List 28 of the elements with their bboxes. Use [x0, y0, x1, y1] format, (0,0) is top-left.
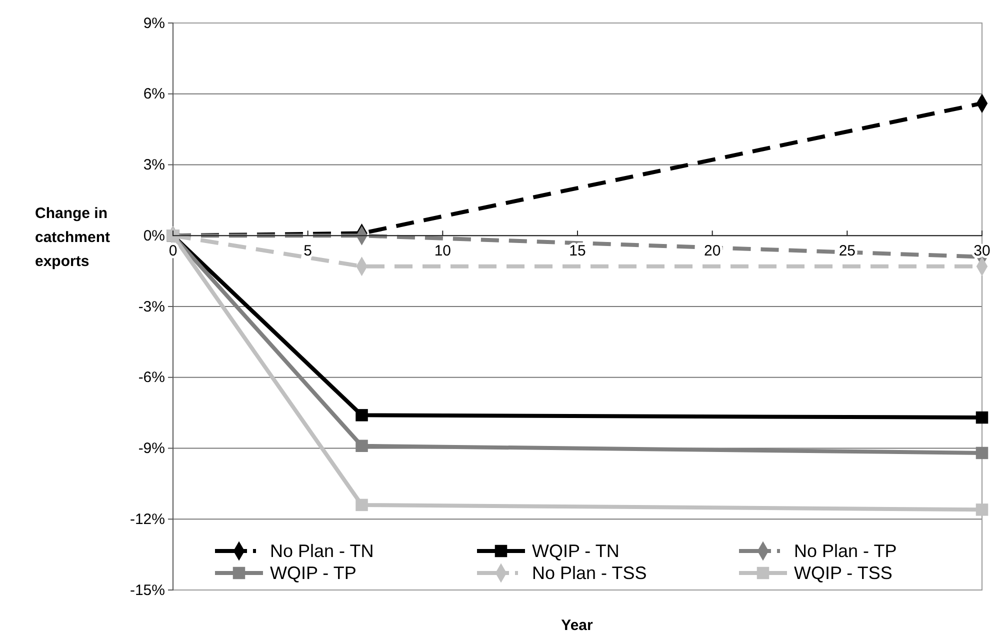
- y-tick-label: 9%: [143, 14, 165, 32]
- y-tick-label: 3%: [143, 156, 165, 174]
- x-tick-label: 10: [434, 242, 452, 260]
- x-tick-label: 15: [569, 242, 586, 260]
- point: [356, 498, 368, 512]
- point: [976, 504, 988, 516]
- y-tick-label: -12%: [130, 510, 165, 528]
- point: [976, 411, 988, 424]
- legend-label: WQIP - TSS: [794, 563, 892, 583]
- x-axis-title: Year: [561, 617, 594, 634]
- legend-label: No Plan - TP: [794, 541, 897, 561]
- legend-label: WQIP - TN: [532, 541, 620, 561]
- point: [976, 446, 988, 460]
- x-tick-label: 20: [704, 242, 721, 260]
- y-tick-label: -3%: [138, 298, 165, 316]
- point: [356, 409, 368, 422]
- x-tick-label: 25: [838, 242, 856, 260]
- legend-label: WQIP - TP: [270, 563, 356, 583]
- legend-label: No Plan - TSS: [532, 563, 647, 583]
- y-tick-label: 0%: [143, 227, 165, 244]
- y-tick-label: -9%: [138, 440, 165, 458]
- y-tick-label: -6%: [138, 369, 165, 386]
- y-axis-title: Change in catchment exports: [35, 205, 110, 270]
- legend-label: No Plan - TN: [270, 541, 374, 561]
- point: [356, 440, 368, 452]
- y-tick-label: -15%: [130, 582, 165, 599]
- y-tick-label: 6%: [143, 86, 165, 103]
- x-tick-label: 5: [304, 242, 312, 260]
